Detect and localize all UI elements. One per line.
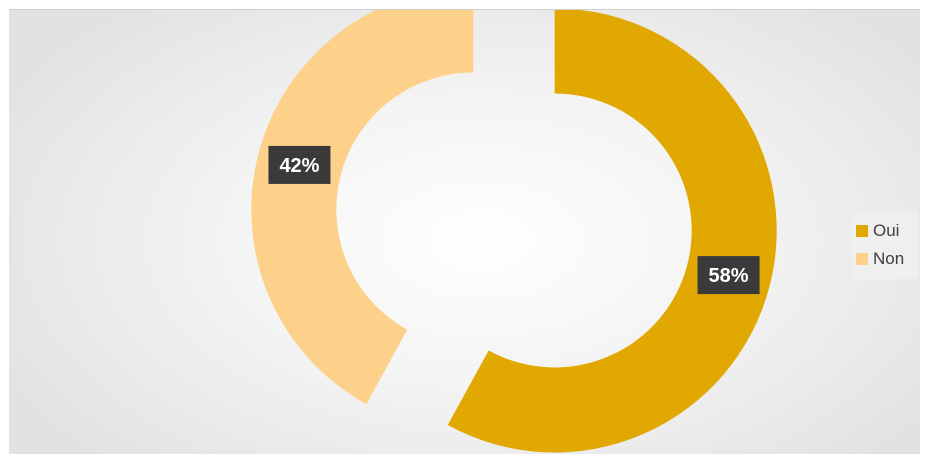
donut-slices [251,10,777,453]
data-label-box-non [268,145,331,184]
data-label-non: 42% [268,145,331,184]
data-label-oui: 58% [697,256,760,295]
data-label-text-non: 42% [279,155,319,177]
data-label-text-oui: 58% [709,265,749,287]
chart-area: 58% 42% Oui Non [9,9,920,454]
legend: Oui Non [852,211,918,279]
donut-slice-oui [447,10,777,453]
donut-slice-non [251,10,474,405]
legend-label-oui: Oui [873,221,900,240]
data-label-box-oui [697,256,760,295]
legend-swatch-oui [856,225,868,237]
legend-item-oui: Oui [856,219,918,243]
legend-swatch-non [856,253,868,265]
donut-chart: 58% 42% [251,10,777,453]
legend-item-non: Non [856,247,918,271]
data-labels: 58% 42% [268,145,760,295]
legend-label-non: Non [873,249,905,268]
